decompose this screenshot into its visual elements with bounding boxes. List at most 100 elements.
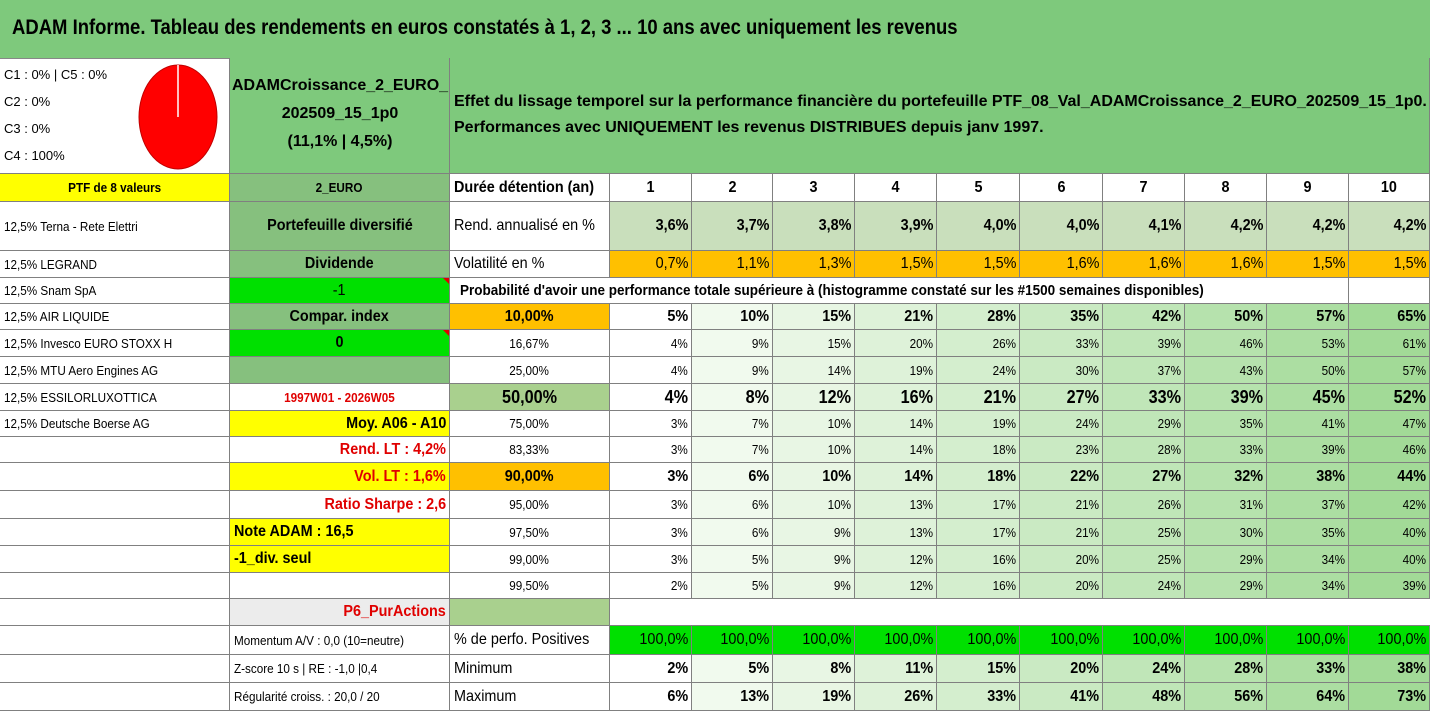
probability-value[interactable]: 4% <box>610 384 692 411</box>
holding-item[interactable]: 12,5% MTU Aero Engines AG <box>0 357 230 384</box>
probability-value[interactable]: 9% <box>692 330 773 357</box>
probability-value[interactable]: 10% <box>773 491 855 519</box>
probability-value[interactable]: 17% <box>937 519 1020 546</box>
probability-value[interactable]: 31% <box>1185 491 1267 519</box>
description-block[interactable]: Effet du lissage temporel sur la perform… <box>450 58 1430 174</box>
holding-item[interactable]: 12,5% Snam SpA <box>0 278 230 304</box>
probability-value[interactable]: 39% <box>1185 384 1267 411</box>
positive-perf-value[interactable]: 100,0% <box>1103 626 1185 655</box>
positive-perf-value[interactable]: 100,0% <box>773 626 855 655</box>
positive-perf-value[interactable]: 100,0% <box>1185 626 1267 655</box>
probability-value[interactable]: 47% <box>1349 411 1430 437</box>
probability-value[interactable]: 18% <box>937 463 1020 491</box>
probability-value[interactable]: 26% <box>1103 491 1185 519</box>
probability-value[interactable]: 9% <box>692 357 773 384</box>
positive-perf-value[interactable]: 100,0% <box>610 626 692 655</box>
holding-item[interactable]: 12,5% Deutsche Boerse AG <box>0 411 230 437</box>
minimum-value[interactable]: 8% <box>773 655 855 683</box>
probability-value[interactable]: 45% <box>1267 384 1349 411</box>
year-header[interactable]: 1 <box>610 174 692 202</box>
rend-lt-label[interactable]: Rend. LT : 4,2% <box>230 437 450 463</box>
probability-value[interactable]: 12% <box>855 573 937 599</box>
probability-value[interactable]: 43% <box>1185 357 1267 384</box>
probability-threshold[interactable]: 10,00% <box>450 304 610 330</box>
probability-value[interactable]: 37% <box>1103 357 1185 384</box>
minimum-value[interactable]: 20% <box>1020 655 1103 683</box>
empty-cell[interactable] <box>0 599 230 626</box>
rend-value[interactable]: 4,1% <box>1103 202 1185 251</box>
vol-value[interactable]: 1,5% <box>1267 251 1349 278</box>
minimum-value[interactable]: 15% <box>937 655 1020 683</box>
probability-threshold[interactable]: 16,67% <box>450 330 610 357</box>
maximum-value[interactable]: 41% <box>1020 683 1103 711</box>
probability-value[interactable]: 35% <box>1185 411 1267 437</box>
rend-value[interactable]: 3,8% <box>773 202 855 251</box>
empty-cell[interactable] <box>0 463 230 491</box>
rend-value[interactable]: 4,2% <box>1349 202 1430 251</box>
empty-cell[interactable] <box>0 546 230 573</box>
probability-value[interactable]: 33% <box>1103 384 1185 411</box>
probability-value[interactable]: 57% <box>1349 357 1430 384</box>
maximum-value[interactable]: 33% <box>937 683 1020 711</box>
maximum-value[interactable]: 73% <box>1349 683 1430 711</box>
maximum-value[interactable]: 48% <box>1103 683 1185 711</box>
probability-value[interactable]: 6% <box>692 519 773 546</box>
probability-value[interactable]: 3% <box>610 546 692 573</box>
probability-value[interactable]: 30% <box>1020 357 1103 384</box>
positive-perf-value[interactable]: 100,0% <box>937 626 1020 655</box>
composition-block[interactable]: C1 : 0% | C5 : 0% C2 : 0% C3 : 0% C4 : 100% <box>0 58 230 174</box>
probability-value[interactable]: 42% <box>1349 491 1430 519</box>
probability-value[interactable]: 35% <box>1267 519 1349 546</box>
probability-value[interactable]: 4% <box>610 330 692 357</box>
dividend-label[interactable]: Dividende <box>230 251 450 278</box>
holding-item[interactable]: 12,5% ESSILORLUXOTTICA <box>0 384 230 411</box>
probability-threshold[interactable]: 99,00% <box>450 546 610 573</box>
probability-value[interactable]: 22% <box>1020 463 1103 491</box>
probability-value[interactable]: 10% <box>773 411 855 437</box>
probability-value[interactable]: 18% <box>937 437 1020 463</box>
probability-value[interactable]: 10% <box>773 437 855 463</box>
probability-value[interactable]: 39% <box>1349 573 1430 599</box>
probability-value[interactable]: 21% <box>855 304 937 330</box>
empty-cell[interactable] <box>0 437 230 463</box>
probability-value[interactable]: 38% <box>1267 463 1349 491</box>
empty-cell[interactable] <box>450 599 610 626</box>
div-seul-label[interactable]: -1_div. seul <box>230 546 450 573</box>
probability-value[interactable]: 50% <box>1185 304 1267 330</box>
probability-value[interactable]: 14% <box>855 411 937 437</box>
rend-value[interactable]: 3,6% <box>610 202 692 251</box>
empty-cell[interactable] <box>230 573 450 599</box>
zscore-label[interactable]: Z-score 10 s | RE : -1,0 |0,4 <box>230 655 450 683</box>
probability-threshold[interactable]: 97,50% <box>450 519 610 546</box>
minimum-value[interactable]: 11% <box>855 655 937 683</box>
probability-value[interactable]: 19% <box>855 357 937 384</box>
vol-value[interactable]: 1,5% <box>855 251 937 278</box>
portfolio-name-block[interactable]: ADAMCroissance_2_EURO_ 202509_15_1p0 (11,1… <box>230 58 450 174</box>
probability-value[interactable]: 13% <box>855 519 937 546</box>
probability-value[interactable]: 33% <box>1020 330 1103 357</box>
probability-value[interactable]: 9% <box>773 519 855 546</box>
currency-label[interactable]: 2_EURO <box>230 174 450 202</box>
year-header[interactable]: 6 <box>1020 174 1103 202</box>
probability-value[interactable]: 34% <box>1267 546 1349 573</box>
probability-value[interactable]: 34% <box>1267 573 1349 599</box>
probability-value[interactable]: 21% <box>1020 519 1103 546</box>
probability-value[interactable]: 57% <box>1267 304 1349 330</box>
year-header[interactable]: 9 <box>1267 174 1349 202</box>
probability-value[interactable]: 16% <box>937 546 1020 573</box>
probability-threshold[interactable]: 99,50% <box>450 573 610 599</box>
holding-item[interactable]: 12,5% AIR LIQUIDE <box>0 304 230 330</box>
compar-index-label[interactable]: Compar. index <box>230 304 450 330</box>
probability-threshold[interactable]: 90,00% <box>450 463 610 491</box>
minimum-label[interactable]: Minimum <box>450 655 610 683</box>
positive-perf-value[interactable]: 100,0% <box>1020 626 1103 655</box>
probability-value[interactable]: 8% <box>692 384 773 411</box>
probability-value[interactable]: 4% <box>610 357 692 384</box>
empty-cell[interactable] <box>0 519 230 546</box>
note-adam-label[interactable]: Note ADAM : 16,5 <box>230 519 450 546</box>
probability-value[interactable]: 35% <box>1020 304 1103 330</box>
probability-value[interactable]: 10% <box>692 304 773 330</box>
holding-item[interactable]: 12,5% Invesco EURO STOXX H <box>0 330 230 357</box>
year-header[interactable]: 3 <box>773 174 855 202</box>
probability-value[interactable]: 27% <box>1103 463 1185 491</box>
